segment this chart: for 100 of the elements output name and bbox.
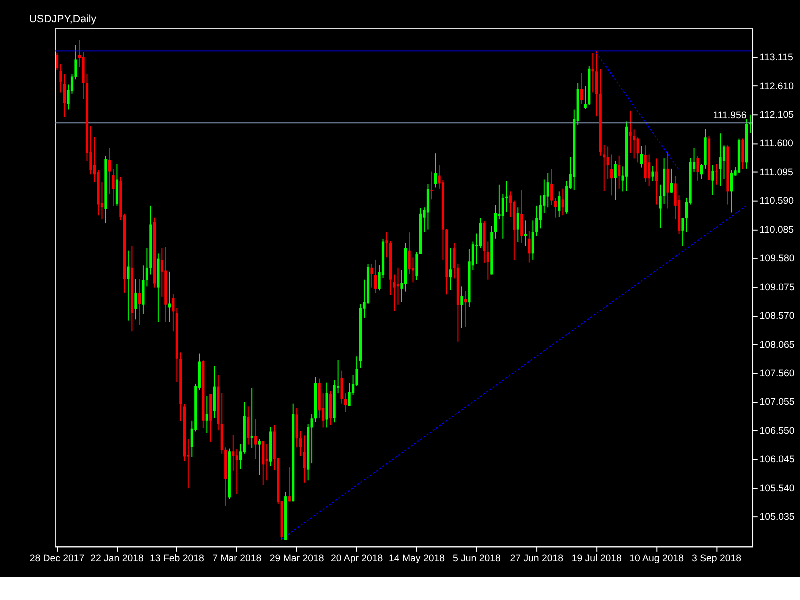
candlestick bbox=[520, 190, 524, 244]
candlestick bbox=[430, 171, 434, 200]
candlestick bbox=[254, 418, 258, 460]
candlestick bbox=[629, 110, 632, 154]
candlestick bbox=[348, 382, 351, 407]
candlestick bbox=[127, 250, 130, 322]
candlestick bbox=[134, 278, 138, 320]
candlestick bbox=[258, 438, 261, 476]
candlestick bbox=[730, 170, 734, 214]
y-tick-label: 110.590 bbox=[760, 196, 794, 208]
candlestick bbox=[288, 467, 291, 502]
candlestick bbox=[636, 137, 640, 164]
candlestick bbox=[303, 435, 306, 484]
candlestick bbox=[666, 152, 670, 210]
y-tick-label: 110.085 bbox=[760, 224, 794, 236]
candlestick bbox=[742, 138, 744, 170]
candlestick bbox=[344, 393, 348, 413]
y-tick-label: 109.580 bbox=[760, 254, 795, 265]
candlestick bbox=[486, 241, 490, 280]
y-tick-label: 105.035 bbox=[760, 512, 795, 524]
candlestick bbox=[719, 133, 722, 186]
candlestick bbox=[648, 154, 651, 186]
candlestick bbox=[262, 440, 265, 486]
y-tick-label: 111.095 bbox=[760, 167, 794, 178]
x-tick-label: 7 Mar 2018 bbox=[212, 554, 262, 565]
x-tick-label: 13 Feb 2018 bbox=[150, 554, 204, 565]
candlestick bbox=[682, 218, 684, 247]
candlestick bbox=[449, 248, 452, 291]
candlestick bbox=[554, 198, 557, 218]
candlestick bbox=[168, 271, 171, 323]
x-tick-label: 10 Aug 2018 bbox=[630, 554, 684, 565]
x-tick-label: 14 May 2018 bbox=[389, 554, 445, 565]
candlestick bbox=[494, 204, 497, 240]
y-tick-label: 106.550 bbox=[760, 426, 795, 437]
chart-title: USDJPY,Daily bbox=[29, 14, 98, 26]
candlestick bbox=[460, 286, 464, 329]
candlestick bbox=[232, 434, 235, 472]
candlestick bbox=[393, 274, 396, 312]
x-tick-label: 22 Jan 2018 bbox=[90, 554, 144, 565]
candlestick bbox=[614, 160, 617, 201]
candlestick bbox=[374, 259, 378, 294]
candlestick bbox=[206, 396, 208, 434]
candlestick bbox=[610, 154, 614, 196]
candlestick bbox=[550, 169, 554, 206]
candlestick bbox=[434, 153, 438, 188]
candlestick bbox=[370, 264, 374, 288]
candlestick bbox=[652, 166, 654, 182]
candlestick bbox=[247, 406, 250, 446]
x-tick-label: 27 Jun 2018 bbox=[510, 554, 564, 565]
y-tick-label: 109.075 bbox=[760, 282, 795, 294]
candlestick bbox=[644, 145, 647, 183]
candlestick bbox=[386, 232, 388, 258]
candlestick bbox=[715, 164, 718, 186]
x-tick-label: 3 Sep 2018 bbox=[692, 554, 742, 565]
x-tick-label: 29 Mar 2018 bbox=[270, 554, 324, 565]
y-tick-label: 111.600 bbox=[760, 138, 794, 150]
y-tick-label: 108.570 bbox=[760, 311, 795, 322]
candlestick bbox=[606, 146, 610, 180]
candlestick bbox=[408, 232, 411, 275]
candlestick bbox=[670, 168, 674, 194]
candlestick bbox=[618, 155, 621, 190]
candlestick bbox=[502, 193, 504, 240]
candlestick bbox=[539, 195, 542, 230]
candlestick bbox=[63, 74, 66, 118]
x-tick-label: 28 Dec 2017 bbox=[30, 554, 85, 565]
y-tick-label: 107.055 bbox=[760, 397, 795, 408]
candlestick bbox=[659, 184, 662, 229]
y-tick-label: 112.610 bbox=[760, 81, 794, 92]
candlestick bbox=[340, 370, 344, 404]
candlestick bbox=[329, 390, 332, 426]
y-tick-label: 105.540 bbox=[760, 483, 795, 494]
candlestick bbox=[546, 173, 550, 208]
x-tick-label: 20 Apr 2018 bbox=[330, 554, 384, 565]
candlestick bbox=[580, 72, 584, 105]
candlestick bbox=[696, 156, 700, 182]
candlestick bbox=[172, 294, 175, 332]
candlestick bbox=[300, 430, 302, 457]
y-tick-label: 113.115 bbox=[760, 52, 794, 64]
candlestick bbox=[479, 218, 482, 248]
candlestick bbox=[108, 148, 112, 194]
candlestick bbox=[532, 220, 534, 260]
candlestick bbox=[266, 444, 268, 482]
candlestick bbox=[426, 184, 430, 230]
candlestick bbox=[655, 158, 658, 206]
y-tick-label: 108.065 bbox=[760, 340, 795, 351]
candlestick bbox=[536, 205, 538, 237]
candlestick bbox=[464, 290, 468, 328]
candlestick bbox=[416, 252, 418, 281]
x-tick-label: 5 Jun 2018 bbox=[453, 554, 501, 565]
candlestick bbox=[296, 408, 298, 448]
candlestick bbox=[640, 146, 644, 168]
candlestick bbox=[528, 231, 531, 264]
candlestick bbox=[603, 144, 606, 192]
candlestick bbox=[60, 64, 62, 94]
y-tick-label: 106.045 bbox=[760, 454, 795, 466]
candlestick bbox=[712, 165, 714, 196]
candlestick bbox=[722, 145, 726, 180]
candlestick bbox=[562, 188, 564, 216]
candlestick bbox=[138, 278, 142, 326]
y-tick-label: 112.105 bbox=[760, 110, 794, 122]
